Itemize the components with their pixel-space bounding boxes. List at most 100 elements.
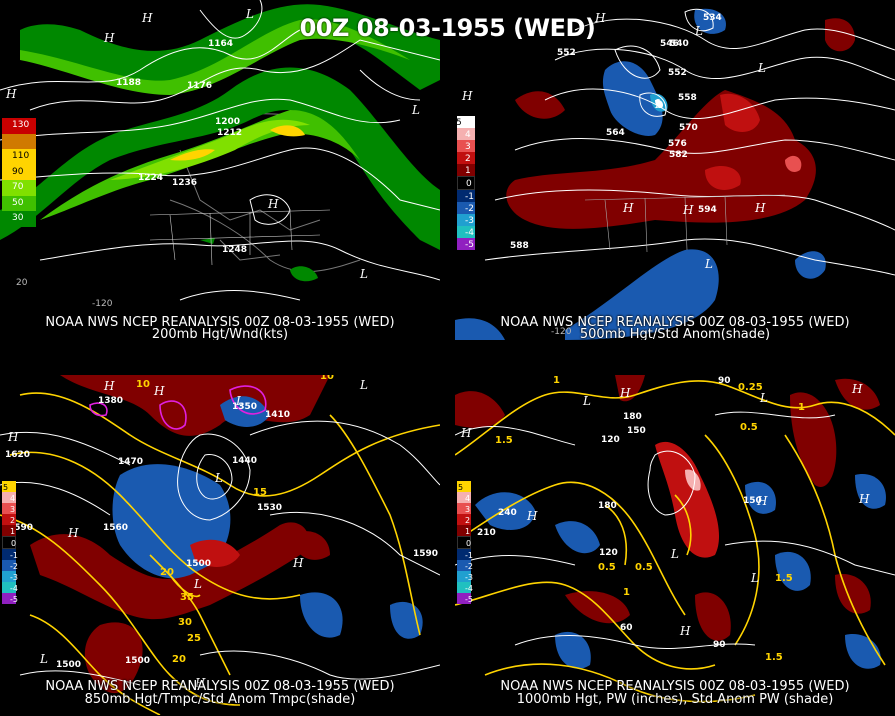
- height-label: 594: [698, 205, 717, 215]
- legend-label: 30: [12, 213, 24, 223]
- pw-label: 0.25: [738, 382, 763, 393]
- height-label: 1440: [232, 456, 257, 466]
- height-label: 1560: [103, 523, 128, 533]
- anomaly-legend: 5 4 3 2 1 0 -1 -2 -3 -4 -5: [457, 481, 473, 604]
- height-label: 1350: [232, 402, 257, 412]
- panel-1000mb: 90 180 150 120 180 210 240 150 120 90 60…: [455, 375, 895, 715]
- pressure-center: H: [622, 201, 634, 215]
- height-label: 1620: [5, 450, 30, 460]
- pressure-center: L: [757, 61, 766, 75]
- legend-label: -4: [10, 584, 18, 593]
- height-label: 582: [669, 150, 688, 160]
- legend-label: 2: [10, 516, 16, 525]
- legend-label: -4: [465, 584, 473, 593]
- pressure-center: H: [7, 430, 19, 444]
- pressure-center: H: [194, 676, 206, 690]
- legend-swatch: 30: [2, 211, 36, 227]
- height-label: 588: [510, 241, 529, 251]
- height-label: 150: [743, 496, 762, 506]
- panel-caption-field: 850mb Hgt/Tmpc/Std Anom Tmpc(shade): [84, 692, 356, 707]
- pressure-center: H: [67, 526, 79, 540]
- anomaly-legend: 5 4 3 2 1 0 -1 -2 -3 -4 -5: [2, 481, 18, 604]
- panel-caption-source: NOAA NWS NCEP REANALYSIS 00Z 08-03-1955 …: [500, 679, 850, 694]
- height-label: 540: [670, 39, 689, 49]
- legend-label: -1: [10, 551, 18, 560]
- legend-label: 0: [11, 539, 17, 548]
- legend-label: 70: [12, 182, 24, 192]
- legend-swatch: 110: [2, 149, 36, 165]
- lat-tick: 20: [16, 278, 28, 288]
- height-label: 534: [703, 13, 722, 23]
- legend-label: 2: [465, 516, 471, 525]
- height-label: 1530: [257, 503, 282, 513]
- height-label: 1212: [217, 128, 242, 138]
- pressure-center: H: [754, 201, 766, 215]
- panel-caption-source: NOAA NWS NCEP REANALYSIS 00Z 08-03-1955 …: [500, 315, 850, 330]
- height-label: 60: [620, 623, 633, 633]
- pressure-center: L: [359, 267, 368, 281]
- temp-label: 20: [172, 654, 186, 665]
- height-label: 1590: [8, 523, 33, 533]
- panel-caption-field: 200mb Hgt/Wnd(kts): [151, 327, 289, 340]
- legend-label: 5: [456, 118, 462, 128]
- height-label: 1164: [208, 39, 233, 49]
- legend-label: 1: [465, 166, 471, 176]
- height-label: 546: [660, 39, 679, 49]
- panel-850mb: 1380 1410 1350 1470 1440 1530 1560 1500 …: [0, 375, 440, 715]
- height-label: 564: [606, 128, 625, 138]
- lon-tick: -120: [92, 299, 113, 309]
- pressure-center: L: [235, 394, 244, 408]
- temp-label: 20: [160, 567, 174, 578]
- height-label: 576: [668, 139, 687, 149]
- legend-label: -5: [10, 595, 18, 604]
- temp-label: 30: [178, 617, 192, 628]
- panel-caption-field: 1000mb Hgt, PW (inches), Std Anom PW (sh…: [516, 692, 834, 707]
- panel-caption-source: NOAA NWS NCEP REANALYSIS 00Z 08-03-1955 …: [45, 679, 395, 694]
- height-label: 558: [678, 93, 697, 103]
- map-850mb: 1380 1410 1350 1470 1440 1530 1560 1500 …: [0, 375, 440, 715]
- temp-label: 10: [136, 379, 150, 390]
- legend-label: -3: [10, 573, 18, 582]
- main-title: 00Z 08-03-1955 (WED): [299, 14, 596, 42]
- pressure-center: H: [267, 197, 279, 211]
- pressure-center: H: [153, 384, 165, 398]
- height-label: 210: [477, 528, 496, 538]
- pw-label: 0.5: [598, 562, 616, 573]
- pressure-center: L: [245, 7, 254, 21]
- legend-label: 0: [466, 539, 472, 548]
- pressure-center: H: [756, 494, 768, 508]
- height-label: 1500: [56, 660, 81, 670]
- height-label: 1200: [215, 117, 240, 127]
- legend-label: 5: [458, 483, 464, 492]
- pw-label: 0.5: [635, 562, 653, 573]
- pressure-center: H: [292, 556, 304, 570]
- legend-label: 4: [465, 130, 471, 140]
- pw-label: 1: [553, 375, 560, 386]
- height-label: 180: [623, 412, 642, 422]
- pressure-center: L: [759, 391, 768, 405]
- pressure-center: H: [103, 379, 115, 393]
- temp-label: 10: [320, 375, 334, 382]
- pw-label: 1.5: [775, 573, 793, 584]
- legend-label: 0: [466, 179, 472, 189]
- height-label: 150: [627, 426, 646, 436]
- pressure-center: H: [619, 386, 631, 400]
- wind-legend: 130 110 90 70 50 30: [2, 118, 36, 227]
- height-label: 1470: [118, 457, 143, 467]
- height-label: 1410: [265, 410, 290, 420]
- pressure-center: H: [103, 31, 115, 45]
- height-label: 1188: [116, 78, 141, 88]
- pw-label: 1: [623, 587, 630, 598]
- height-label: 240: [498, 508, 517, 518]
- legend-label: 1: [10, 527, 16, 536]
- pressure-center: L: [750, 571, 759, 585]
- panel-500mb: -120 534 540 546 552 558 564 570 576 582…: [455, 0, 895, 340]
- height-label: 90: [718, 376, 731, 386]
- map-500mb: -120 534 540 546 552 558 564 570 576 582…: [455, 8, 895, 340]
- height-label: 1380: [98, 396, 123, 406]
- pressure-center: L: [411, 103, 420, 117]
- height-label: 120: [599, 548, 618, 558]
- legend-label: 3: [10, 505, 16, 514]
- height-label: 552: [668, 68, 687, 78]
- legend-label: 5: [3, 483, 9, 492]
